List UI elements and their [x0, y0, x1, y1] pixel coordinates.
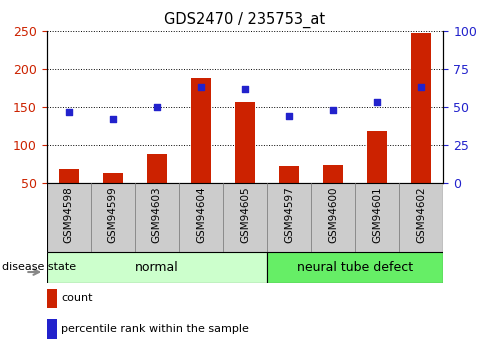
Bar: [279, 166, 299, 183]
Text: GSM94598: GSM94598: [64, 186, 74, 243]
Bar: [179, 183, 223, 252]
Text: GSM94599: GSM94599: [108, 186, 118, 243]
Bar: [368, 131, 387, 183]
Bar: [147, 154, 167, 183]
Point: [153, 104, 161, 110]
Point: [373, 100, 381, 105]
Bar: [235, 102, 255, 183]
Text: GSM94602: GSM94602: [416, 186, 426, 243]
Text: GSM94597: GSM94597: [284, 186, 294, 243]
Bar: [311, 183, 355, 252]
Bar: [47, 183, 91, 252]
Text: GSM94601: GSM94601: [372, 186, 382, 243]
Bar: [399, 183, 443, 252]
Point: [329, 107, 337, 113]
Text: percentile rank within the sample: percentile rank within the sample: [61, 324, 249, 334]
Text: neural tube defect: neural tube defect: [297, 261, 413, 274]
Text: count: count: [61, 294, 93, 304]
Bar: [135, 183, 179, 252]
Point: [197, 85, 205, 90]
Bar: [59, 169, 78, 183]
Text: GDS2470 / 235753_at: GDS2470 / 235753_at: [165, 12, 325, 28]
Bar: [267, 183, 311, 252]
Bar: [223, 183, 267, 252]
Text: GSM94600: GSM94600: [328, 186, 338, 243]
Text: disease state: disease state: [2, 263, 76, 272]
Point: [109, 116, 117, 122]
Bar: [91, 183, 135, 252]
Text: GSM94604: GSM94604: [196, 186, 206, 243]
Bar: [47, 252, 267, 283]
Bar: [103, 173, 122, 183]
Bar: [267, 252, 443, 283]
Bar: [191, 78, 211, 183]
Text: normal: normal: [135, 261, 179, 274]
Bar: [412, 32, 431, 183]
Point: [65, 109, 73, 114]
Bar: [47, 319, 57, 339]
Point: [417, 85, 425, 90]
Point: [241, 86, 249, 91]
Point: [285, 113, 293, 119]
Text: GSM94603: GSM94603: [152, 186, 162, 243]
Bar: [323, 165, 343, 183]
Bar: [355, 183, 399, 252]
Bar: [47, 289, 57, 308]
Text: GSM94605: GSM94605: [240, 186, 250, 243]
